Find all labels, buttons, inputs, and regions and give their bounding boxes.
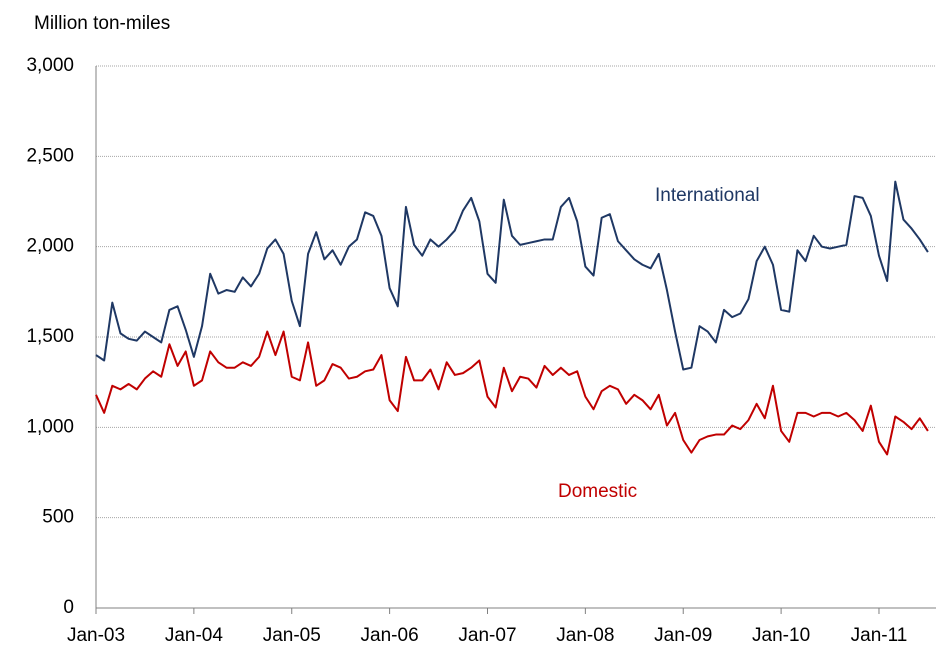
y-tick-label: 2,000: [26, 236, 74, 257]
x-tick-label: Jan-03: [67, 625, 125, 646]
y-tick-label: 3,000: [26, 55, 74, 76]
x-tick-label: Jan-06: [361, 625, 419, 646]
x-tick-label: Jan-07: [458, 625, 516, 646]
y-axis-label: Million ton-miles: [34, 13, 170, 34]
series-line: [95, 330, 929, 456]
y-tick-label: 500: [42, 507, 74, 528]
x-tick-label: Jan-11: [851, 625, 908, 646]
y-tick-label: 0: [63, 597, 74, 618]
series-line: [95, 180, 929, 371]
x-tick-label: Jan-05: [263, 625, 321, 646]
y-tick-label: 1,500: [26, 326, 74, 347]
x-tick-label: Jan-04: [165, 625, 224, 646]
series-label: International: [655, 185, 760, 206]
x-tick-label: Jan-10: [752, 625, 810, 646]
y-tick-label: 2,500: [26, 145, 74, 166]
x-tick-label: Jan-08: [556, 625, 614, 646]
y-tick-label: 1,000: [26, 416, 74, 437]
series-label: Domestic: [558, 481, 637, 502]
x-tick-label: Jan-09: [654, 625, 712, 646]
